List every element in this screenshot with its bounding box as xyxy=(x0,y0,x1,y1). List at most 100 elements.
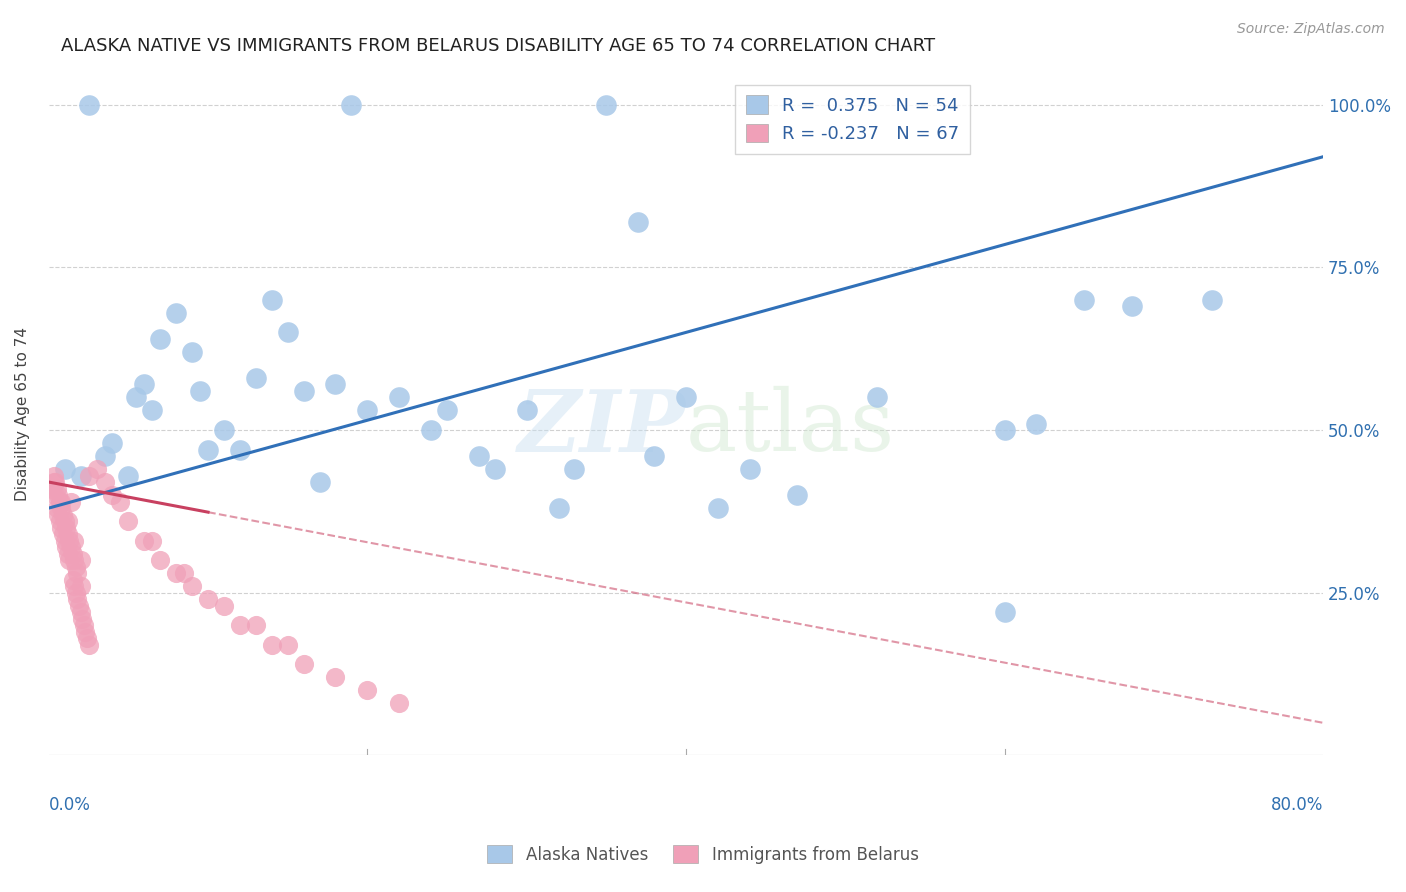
Point xyxy=(66,566,89,581)
Point xyxy=(245,371,267,385)
Point xyxy=(595,97,617,112)
Point xyxy=(993,423,1015,437)
Point xyxy=(60,494,83,508)
Point xyxy=(212,599,235,613)
Text: 80.0%: 80.0% xyxy=(1271,797,1323,814)
Point xyxy=(58,553,80,567)
Point xyxy=(340,97,363,112)
Point xyxy=(55,540,77,554)
Point xyxy=(260,638,283,652)
Point xyxy=(141,403,163,417)
Y-axis label: Disability Age 65 to 74: Disability Age 65 to 74 xyxy=(15,326,30,500)
Point xyxy=(51,494,73,508)
Point xyxy=(56,514,79,528)
Text: ZIP: ZIP xyxy=(517,385,686,469)
Point xyxy=(786,488,808,502)
Point xyxy=(627,215,650,229)
Point xyxy=(149,332,172,346)
Point xyxy=(65,559,87,574)
Point xyxy=(181,579,204,593)
Point xyxy=(63,553,86,567)
Point xyxy=(49,514,72,528)
Point xyxy=(53,462,76,476)
Point xyxy=(42,475,65,489)
Point xyxy=(388,696,411,710)
Point xyxy=(547,501,569,516)
Point xyxy=(101,436,124,450)
Point xyxy=(101,488,124,502)
Point xyxy=(675,391,697,405)
Point xyxy=(388,391,411,405)
Point xyxy=(564,462,586,476)
Point xyxy=(117,514,139,528)
Point xyxy=(53,514,76,528)
Point xyxy=(516,403,538,417)
Point xyxy=(52,508,75,522)
Point xyxy=(69,553,91,567)
Point xyxy=(77,97,100,112)
Point xyxy=(707,501,730,516)
Point xyxy=(1073,293,1095,307)
Point xyxy=(149,553,172,567)
Point xyxy=(292,384,315,398)
Point xyxy=(62,547,84,561)
Point xyxy=(229,618,252,632)
Point xyxy=(188,384,211,398)
Point xyxy=(86,462,108,476)
Point xyxy=(44,488,66,502)
Point xyxy=(55,520,77,534)
Point xyxy=(420,423,443,437)
Point xyxy=(67,599,90,613)
Point xyxy=(49,494,72,508)
Point xyxy=(125,391,148,405)
Point xyxy=(76,632,98,646)
Point xyxy=(165,306,187,320)
Point xyxy=(93,475,115,489)
Point xyxy=(62,573,84,587)
Point xyxy=(260,293,283,307)
Point xyxy=(70,612,93,626)
Point xyxy=(356,403,378,417)
Point xyxy=(46,488,69,502)
Point xyxy=(468,449,491,463)
Point xyxy=(58,533,80,548)
Point xyxy=(643,449,665,463)
Point xyxy=(56,547,79,561)
Point xyxy=(75,624,97,639)
Text: atlas: atlas xyxy=(686,386,896,469)
Point xyxy=(45,482,67,496)
Point xyxy=(325,377,347,392)
Point xyxy=(134,533,156,548)
Point xyxy=(69,579,91,593)
Point xyxy=(134,377,156,392)
Point xyxy=(245,618,267,632)
Point xyxy=(484,462,506,476)
Point xyxy=(993,605,1015,619)
Point xyxy=(60,540,83,554)
Point xyxy=(212,423,235,437)
Point xyxy=(1121,299,1143,313)
Point xyxy=(110,494,132,508)
Point xyxy=(69,605,91,619)
Point xyxy=(436,403,458,417)
Point xyxy=(63,579,86,593)
Point xyxy=(77,468,100,483)
Point xyxy=(1025,417,1047,431)
Point xyxy=(41,482,63,496)
Point xyxy=(69,468,91,483)
Point xyxy=(356,683,378,698)
Point xyxy=(277,638,299,652)
Point xyxy=(65,585,87,599)
Point xyxy=(866,391,889,405)
Point xyxy=(181,345,204,359)
Point xyxy=(308,475,330,489)
Point xyxy=(51,520,73,534)
Point xyxy=(141,533,163,548)
Point xyxy=(93,449,115,463)
Point xyxy=(51,501,73,516)
Point xyxy=(197,592,219,607)
Point xyxy=(165,566,187,581)
Text: ALASKA NATIVE VS IMMIGRANTS FROM BELARUS DISABILITY AGE 65 TO 74 CORRELATION CHA: ALASKA NATIVE VS IMMIGRANTS FROM BELARUS… xyxy=(62,37,935,55)
Legend: Alaska Natives, Immigrants from Belarus: Alaska Natives, Immigrants from Belarus xyxy=(481,838,925,871)
Point xyxy=(77,638,100,652)
